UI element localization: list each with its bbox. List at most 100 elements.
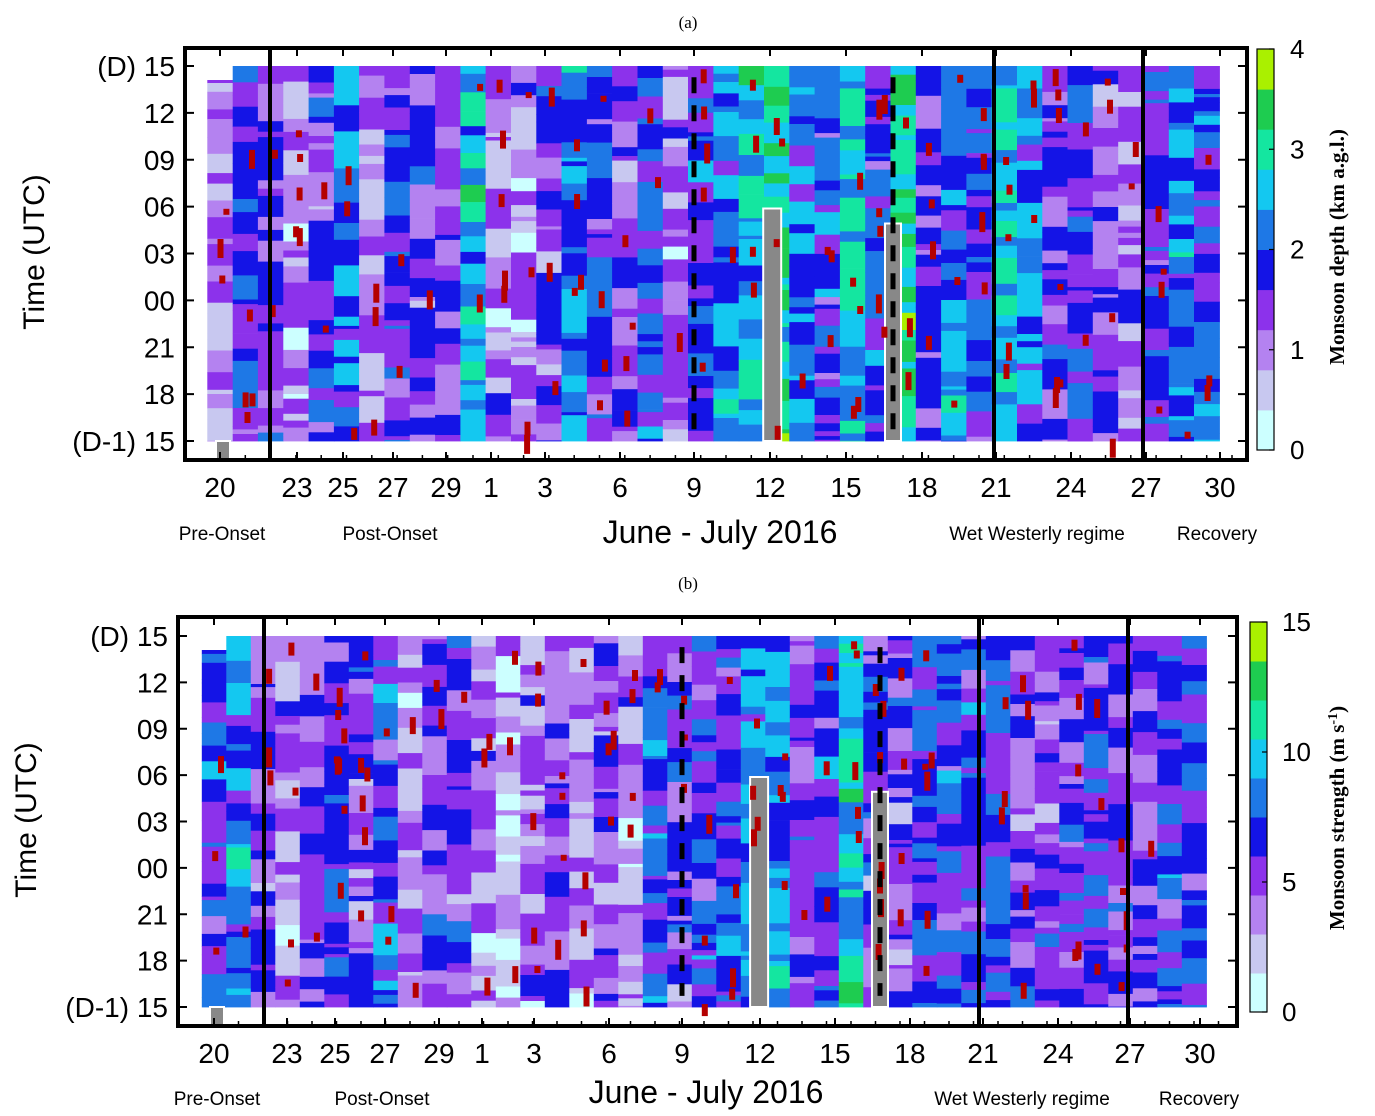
heatmap-cell <box>716 667 742 677</box>
heatmap-cell <box>435 112 461 128</box>
heatmap-cell <box>1034 721 1060 725</box>
heatmap-cell <box>1034 1000 1060 1008</box>
colorbar-tick-label: 15 <box>1282 607 1311 637</box>
heatmap-cell <box>985 991 1011 1001</box>
heatmap-cell <box>1157 636 1183 657</box>
heatmap-cell <box>966 299 993 313</box>
heatmap-cell <box>1194 94 1220 98</box>
heatmap-cell <box>789 885 815 906</box>
rain-marker <box>244 412 251 423</box>
heatmap-cell <box>308 246 335 259</box>
heatmap-cell <box>814 97 841 119</box>
heatmap-cell <box>593 882 619 905</box>
heatmap-cell <box>713 303 740 312</box>
heatmap-cell <box>495 753 521 773</box>
heatmap-cell <box>226 705 252 716</box>
heatmap-cell <box>637 409 664 413</box>
heatmap-cell <box>435 414 461 436</box>
rain-marker <box>925 335 932 350</box>
heatmap-cell <box>814 986 840 991</box>
heatmap-cell <box>642 893 668 904</box>
heatmap-cell <box>1059 788 1085 804</box>
heatmap-cell <box>612 308 638 318</box>
heatmap-cell <box>713 198 740 213</box>
heatmap-cell <box>1083 768 1109 780</box>
heatmap-cell <box>1143 194 1170 210</box>
heatmap-cell <box>1034 843 1060 855</box>
heatmap-cell <box>1157 999 1183 1005</box>
heatmap-cell <box>1132 815 1158 833</box>
heatmap-cell <box>789 66 816 74</box>
rain-marker <box>701 106 708 120</box>
rain-marker <box>1075 693 1082 710</box>
heatmap-cell <box>1132 1001 1158 1008</box>
heatmap-cell <box>936 975 962 990</box>
heatmap-cell <box>275 831 301 850</box>
heatmap-cell <box>1132 877 1158 887</box>
heatmap-cell <box>691 684 717 701</box>
heatmap-cell <box>1143 350 1170 357</box>
heatmap-cell <box>520 695 546 707</box>
heatmap-cell <box>226 869 252 887</box>
heatmap-cell <box>1010 776 1036 795</box>
heatmap-cell <box>740 689 766 701</box>
heatmap-cell <box>1132 732 1158 756</box>
heatmap-cell <box>642 952 668 975</box>
heatmap-cell <box>520 964 546 976</box>
heatmap-column <box>838 636 864 1008</box>
heatmap-cell <box>839 394 866 404</box>
rain-marker <box>1132 142 1139 157</box>
heatmap-cell <box>1168 88 1195 103</box>
heatmap-cell <box>422 804 448 810</box>
heatmap-cell <box>887 751 913 771</box>
x-tick-label: 6 <box>612 472 628 503</box>
heatmap-cell <box>1010 793 1036 809</box>
heatmap-cell <box>324 825 350 847</box>
heatmap-cell <box>1034 692 1060 702</box>
heatmap-cell <box>991 392 1018 405</box>
heatmap-cell <box>348 862 374 870</box>
heatmap-cell <box>409 322 436 339</box>
heatmap-column <box>460 66 487 442</box>
rain-marker <box>362 651 369 661</box>
heatmap-cell <box>1010 916 1036 929</box>
heatmap-cell <box>520 636 546 647</box>
heatmap-cell <box>637 313 664 335</box>
heatmap-cell <box>839 375 866 386</box>
heatmap-cell <box>299 939 325 944</box>
heatmap-cell <box>308 258 335 282</box>
heatmap-cell <box>991 424 1018 442</box>
heatmap-cell <box>838 636 864 645</box>
rain-marker <box>853 650 860 659</box>
heatmap-cell <box>275 745 301 755</box>
heatmap-cell <box>1083 944 1109 951</box>
rain-marker <box>525 92 532 99</box>
heatmap-cell <box>1157 728 1183 740</box>
heatmap-cell <box>324 912 350 923</box>
heatmap-cell <box>713 257 740 263</box>
heatmap-cell <box>586 418 613 442</box>
heatmap-cell <box>1143 260 1170 266</box>
heatmap-cell <box>308 209 335 222</box>
heatmap-cell <box>642 984 668 997</box>
heatmap-cell <box>232 426 259 430</box>
heatmap-cell <box>618 818 644 830</box>
heatmap-cell <box>814 816 840 833</box>
heatmap-cell <box>435 435 461 442</box>
heatmap-cell <box>863 730 889 753</box>
heatmap-cell <box>1083 855 1109 876</box>
heatmap-cell <box>936 814 962 825</box>
rain-marker <box>284 979 291 987</box>
heatmap-cell <box>593 759 619 768</box>
heatmap-cell <box>308 93 335 98</box>
heatmap-cell <box>561 338 588 352</box>
rain-marker <box>852 762 859 781</box>
heatmap-cell <box>275 716 301 726</box>
heatmap-cell <box>688 94 714 99</box>
rain-marker <box>1156 406 1163 414</box>
heatmap-cell <box>1168 252 1195 258</box>
y-tick-label: (D) 15 <box>97 51 175 82</box>
heatmap-cell <box>966 431 993 438</box>
heatmap-cell <box>359 112 385 130</box>
heatmap-cell <box>593 939 619 949</box>
